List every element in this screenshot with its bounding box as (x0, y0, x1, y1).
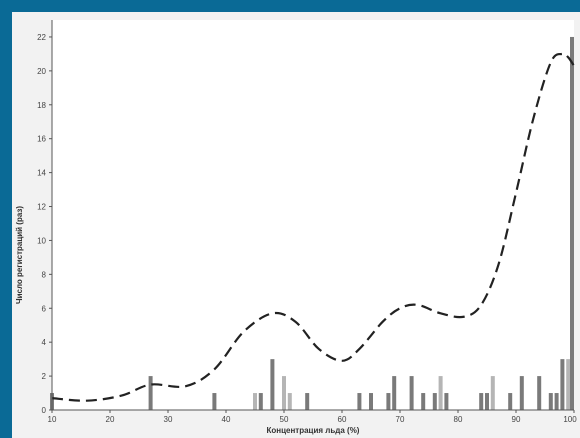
density-curve (51, 52, 575, 402)
plot-area (52, 20, 574, 410)
x-tick-label-10: 10 (48, 415, 57, 424)
axes-group: 0 2 4 6 8 10 12 14 16 18 20 22 10 20 30 40 50 60 70 80 90 100 (37, 20, 577, 424)
x-tick-label-40: 40 (222, 415, 231, 424)
y-tick-label-0: 0 (42, 406, 47, 415)
x-tick-label-60: 60 (338, 415, 347, 424)
x-tick-label-50: 50 (280, 415, 289, 424)
bar-21 (508, 393, 513, 410)
bar-11 (386, 393, 391, 410)
y-tick-label-4: 4 (42, 338, 47, 347)
y-tick-label-14: 14 (37, 169, 46, 178)
y-tick-label-10: 10 (37, 236, 46, 245)
bars-group (50, 36, 574, 411)
bar-9 (357, 393, 362, 410)
bar-1 (148, 376, 153, 410)
chart-frame: 0 2 4 6 8 10 12 14 16 18 20 22 10 20 30 40 50 60 70 80 90 100… (12, 12, 580, 438)
y-axis-label: Число регистраций (раз) (15, 206, 24, 304)
bar-18 (479, 393, 484, 410)
bar-14 (421, 393, 426, 410)
y-tick-label-22: 22 (37, 33, 46, 42)
bar-7 (287, 393, 292, 410)
bar-5 (270, 359, 275, 410)
x-tick-label-100: 100 (563, 415, 577, 424)
bar-19 (485, 393, 489, 410)
bar-23 (537, 376, 542, 410)
bar-26 (560, 359, 565, 410)
x-axis-label: Концентрация льда (%) (267, 426, 360, 435)
bar-2 (212, 393, 217, 410)
y-tick-label-8: 8 (42, 270, 47, 279)
y-tick-label-18: 18 (37, 101, 46, 110)
bar-22 (519, 376, 524, 410)
y-tick-label-6: 6 (42, 304, 47, 313)
bar-3 (253, 393, 257, 410)
bar-24 (548, 393, 553, 410)
chart-svg: 0 2 4 6 8 10 12 14 16 18 20 22 10 20 30 40 50 60 70 80 90 100… (15, 20, 577, 435)
x-tick-label-70: 70 (396, 415, 405, 424)
bar-16 (438, 376, 443, 410)
bar-13 (409, 376, 414, 410)
x-tick-label-90: 90 (512, 415, 521, 424)
y-tick-label-12: 12 (37, 203, 46, 212)
bar-15 (432, 393, 437, 410)
bar-4 (258, 393, 263, 410)
bar-12 (392, 376, 397, 410)
bar-17 (444, 393, 449, 410)
bar-28 (570, 36, 574, 411)
bar-6 (282, 376, 286, 410)
x-tick-label-30: 30 (164, 415, 173, 424)
bar-10 (369, 393, 373, 410)
y-tick-label-2: 2 (42, 372, 47, 381)
y-tick-label-20: 20 (37, 67, 46, 76)
x-tick-label-20: 20 (106, 415, 115, 424)
x-tick-label-80: 80 (454, 415, 463, 424)
y-tick-label-16: 16 (37, 135, 46, 144)
bar-20 (490, 376, 495, 410)
bar-8 (305, 393, 310, 410)
bar-25 (554, 393, 559, 410)
bar-27 (566, 359, 571, 410)
